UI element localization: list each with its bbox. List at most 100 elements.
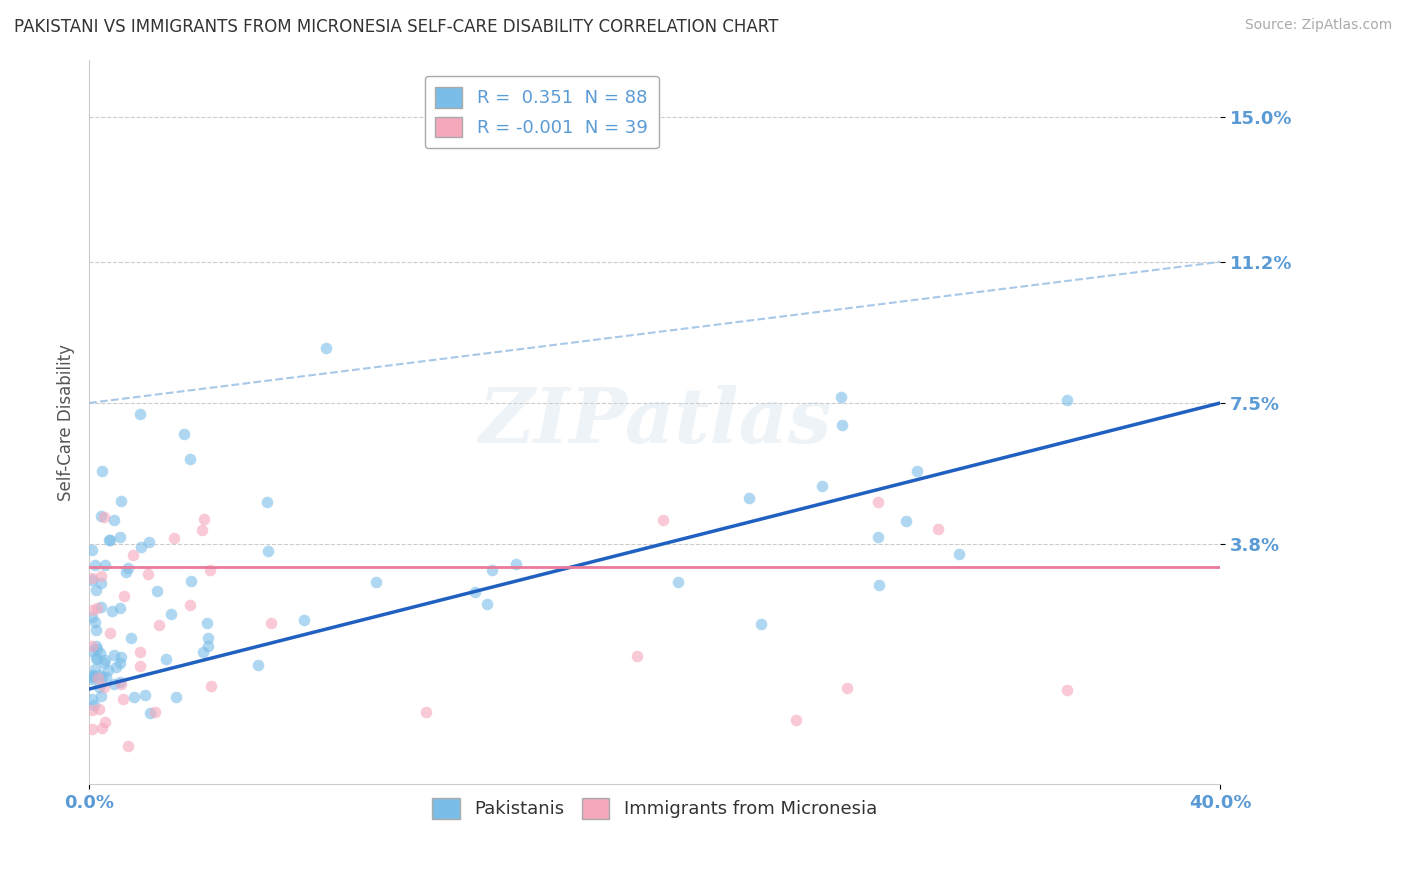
Point	[110, 650, 132, 665]
Point	[121, 548, 143, 562]
Point	[84, 615, 107, 630]
Point	[87, 671, 110, 685]
Point	[505, 558, 527, 572]
Point	[93, 681, 115, 695]
Point	[80, 543, 103, 558]
Point	[146, 584, 169, 599]
Point	[83, 558, 105, 572]
Point	[80, 574, 103, 588]
Point	[108, 601, 131, 615]
Point	[129, 658, 152, 673]
Point	[195, 615, 218, 630]
Point	[749, 617, 772, 632]
Point	[868, 577, 890, 591]
Point	[83, 698, 105, 712]
Point	[103, 677, 125, 691]
Point	[197, 631, 219, 645]
Point	[785, 713, 807, 727]
Point	[830, 390, 852, 404]
Point	[89, 646, 111, 660]
Point	[94, 670, 117, 684]
Point	[1056, 683, 1078, 698]
Point	[82, 669, 104, 683]
Point	[831, 418, 853, 433]
Point	[163, 531, 186, 545]
Point	[98, 533, 121, 547]
Point	[198, 563, 221, 577]
Point	[246, 658, 269, 673]
Point	[112, 590, 135, 604]
Point	[91, 670, 114, 684]
Point	[80, 610, 103, 624]
Point	[737, 491, 759, 505]
Point	[117, 739, 139, 754]
Point	[110, 494, 132, 508]
Point	[80, 603, 103, 617]
Point	[86, 601, 108, 615]
Point	[165, 690, 187, 704]
Point	[80, 723, 103, 737]
Point	[927, 522, 949, 536]
Point	[110, 675, 132, 690]
Point	[97, 533, 120, 547]
Point	[128, 407, 150, 421]
Point	[87, 701, 110, 715]
Point	[180, 574, 202, 589]
Point	[94, 558, 117, 572]
Point	[80, 639, 103, 653]
Point	[103, 513, 125, 527]
Point	[138, 535, 160, 549]
Legend: Pakistanis, Immigrants from Micronesia: Pakistanis, Immigrants from Micronesia	[425, 791, 884, 826]
Point	[117, 561, 139, 575]
Point	[948, 547, 970, 561]
Point	[415, 706, 437, 720]
Point	[191, 523, 214, 537]
Point	[90, 569, 112, 583]
Point	[315, 342, 337, 356]
Text: Source: ZipAtlas.com: Source: ZipAtlas.com	[1244, 18, 1392, 32]
Point	[128, 645, 150, 659]
Point	[82, 672, 104, 686]
Point	[98, 625, 121, 640]
Point	[260, 615, 283, 630]
Point	[173, 426, 195, 441]
Point	[811, 479, 834, 493]
Point	[477, 598, 499, 612]
Point	[82, 668, 104, 682]
Point	[90, 599, 112, 614]
Text: ZIPatlas: ZIPatlas	[478, 385, 831, 459]
Point	[292, 613, 315, 627]
Point	[90, 464, 112, 478]
Point	[200, 679, 222, 693]
Point	[143, 705, 166, 719]
Point	[122, 690, 145, 704]
Point	[80, 692, 103, 706]
Point	[80, 703, 103, 717]
Point	[83, 662, 105, 676]
Point	[868, 530, 890, 544]
Point	[89, 680, 111, 694]
Point	[197, 639, 219, 653]
Point	[148, 617, 170, 632]
Point	[86, 651, 108, 665]
Point	[86, 641, 108, 656]
Point	[666, 575, 689, 590]
Point	[97, 664, 120, 678]
Point	[86, 651, 108, 665]
Point	[138, 706, 160, 721]
Point	[193, 645, 215, 659]
Point	[179, 452, 201, 467]
Point	[80, 670, 103, 684]
Point	[101, 604, 124, 618]
Point	[108, 656, 131, 670]
Point	[626, 648, 648, 663]
Point	[104, 660, 127, 674]
Point	[366, 574, 388, 589]
Point	[134, 688, 156, 702]
Point	[84, 582, 107, 597]
Point	[193, 511, 215, 525]
Point	[481, 563, 503, 577]
Point	[866, 495, 889, 509]
Point	[835, 681, 858, 695]
Text: PAKISTANI VS IMMIGRANTS FROM MICRONESIA SELF-CARE DISABILITY CORRELATION CHART: PAKISTANI VS IMMIGRANTS FROM MICRONESIA …	[14, 18, 779, 36]
